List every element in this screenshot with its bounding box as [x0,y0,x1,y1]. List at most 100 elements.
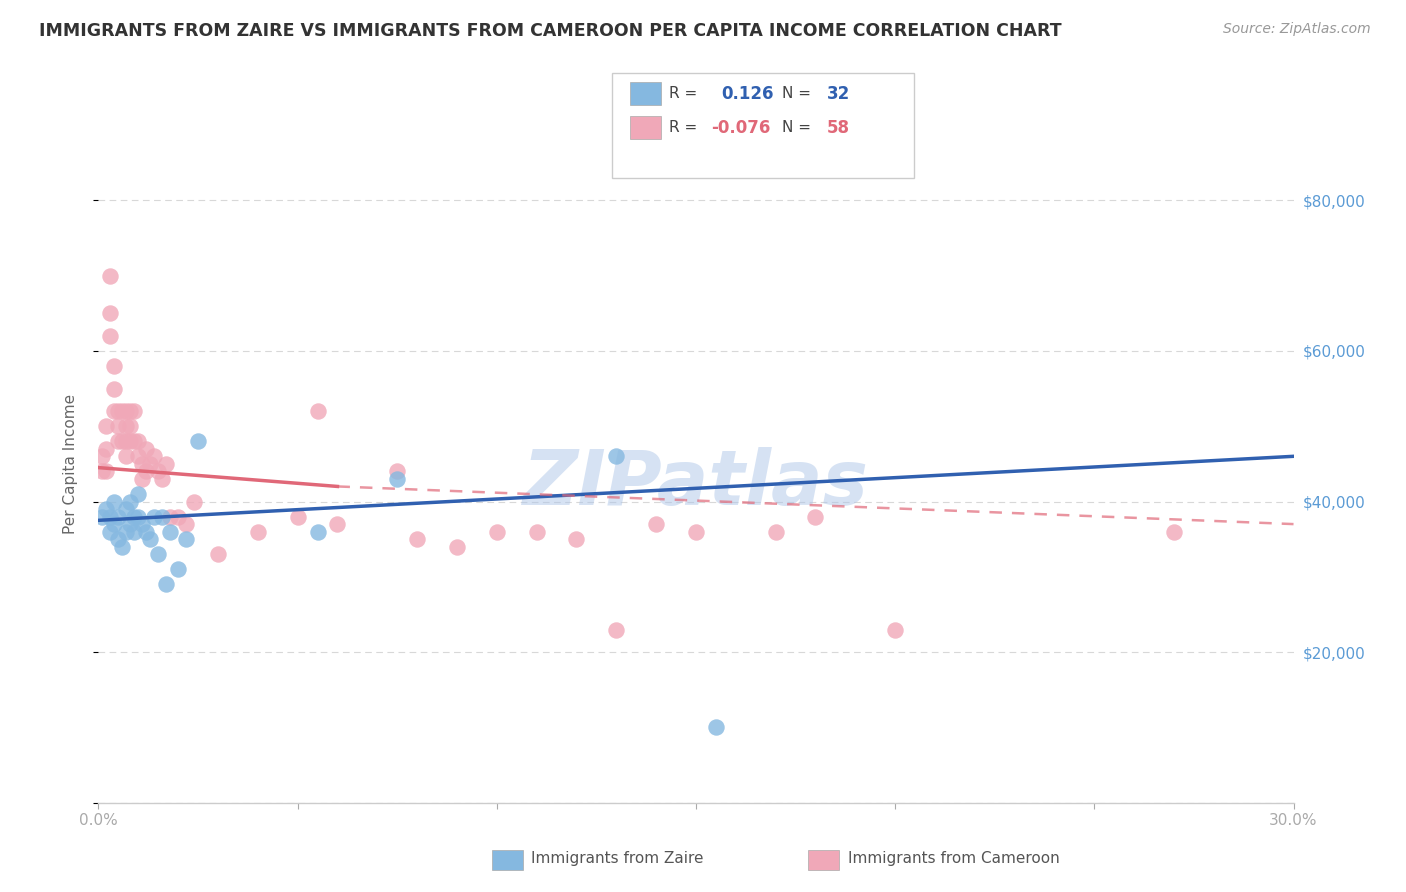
Point [139,532,162,546]
Point [645,517,668,532]
Point [246,524,269,539]
Point [159,524,181,539]
Text: R =: R = [669,120,697,135]
Point [307,524,329,539]
Text: Source: ZipAtlas.com: Source: ZipAtlas.com [1223,22,1371,37]
Point [131,457,153,471]
Point [124,434,146,449]
Point [704,721,727,735]
Point [150,509,173,524]
Point [167,562,190,576]
Point [207,547,229,561]
Point [127,450,149,464]
Point [103,359,125,373]
Point [167,509,190,524]
Point [91,509,114,524]
Point [111,434,134,449]
Point [115,434,138,449]
Point [526,524,548,539]
Point [685,524,707,539]
Point [605,450,627,464]
Point [143,450,166,464]
Point [115,524,138,539]
Point [120,494,142,508]
Point [605,623,627,637]
Point [100,509,122,524]
Point [107,404,129,418]
Point [1163,524,1185,539]
Point [385,464,409,478]
Text: 58: 58 [827,119,849,136]
Point [148,547,170,561]
Point [107,434,129,449]
Text: 32: 32 [827,85,851,103]
Point [96,464,118,478]
Point [155,457,177,471]
Point [120,517,142,532]
Point [765,524,787,539]
Point [804,509,827,524]
Text: N =: N = [782,120,811,135]
Point [115,404,138,418]
Point [143,509,166,524]
Point [174,532,197,546]
Point [131,517,153,532]
Point [135,524,157,539]
Point [127,487,149,501]
Point [91,450,114,464]
Y-axis label: Per Capita Income: Per Capita Income [63,393,77,534]
Point [307,404,329,418]
Point [139,457,162,471]
Point [131,472,153,486]
Point [100,524,122,539]
Text: N =: N = [782,87,811,101]
Point [124,404,146,418]
Point [96,419,118,434]
Point [135,442,157,456]
Point [100,268,122,283]
Point [124,524,146,539]
Text: -0.076: -0.076 [711,119,770,136]
Point [174,517,197,532]
Point [485,524,508,539]
Point [124,509,146,524]
Point [115,502,138,516]
Point [148,464,170,478]
Point [103,404,125,418]
Point [127,434,149,449]
Point [115,450,138,464]
Point [326,517,349,532]
Text: 0.126: 0.126 [721,85,773,103]
Point [111,404,134,418]
Point [96,502,118,516]
Point [107,509,129,524]
Point [565,532,588,546]
Point [103,517,125,532]
Point [135,464,157,478]
Text: Immigrants from Cameroon: Immigrants from Cameroon [848,851,1060,865]
Point [406,532,429,546]
Point [385,472,409,486]
Point [103,494,125,508]
Point [446,540,468,554]
Text: Immigrants from Zaire: Immigrants from Zaire [531,851,704,865]
Text: R =: R = [669,87,697,101]
Point [111,540,134,554]
Point [96,442,118,456]
Point [287,509,309,524]
Point [187,434,209,449]
Point [159,509,181,524]
Point [884,623,907,637]
Point [100,306,122,320]
Text: IMMIGRANTS FROM ZAIRE VS IMMIGRANTS FROM CAMEROON PER CAPITA INCOME CORRELATION : IMMIGRANTS FROM ZAIRE VS IMMIGRANTS FROM… [39,22,1062,40]
Point [150,472,173,486]
Point [127,509,149,524]
Text: ZIPatlas: ZIPatlas [523,447,869,521]
Point [107,532,129,546]
Point [155,577,177,591]
Point [100,328,122,343]
Point [183,494,205,508]
Point [103,382,125,396]
Point [107,419,129,434]
Point [120,419,142,434]
